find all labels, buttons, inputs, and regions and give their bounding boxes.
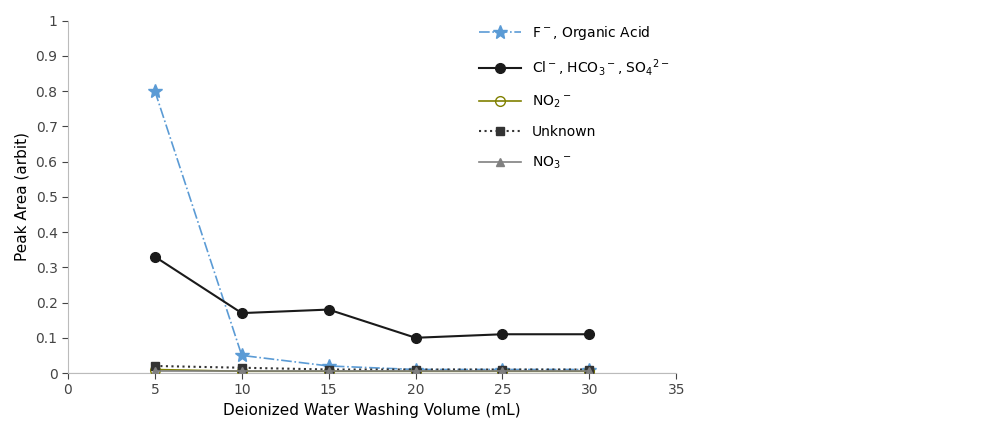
Line: Cl$^-$, HCO$_3$$^-$, SO$_4$$^{2-}$: Cl$^-$, HCO$_3$$^-$, SO$_4$$^{2-}$: [150, 252, 594, 343]
NO$_3$$^-$: [583, 368, 595, 374]
Unknown: [236, 365, 248, 370]
F$^-$, Organic Acid: [149, 88, 161, 94]
F$^-$, Organic Acid: [496, 367, 508, 372]
Unknown: [149, 363, 161, 368]
Cl$^-$, HCO$_3$$^-$, SO$_4$$^{2-}$: [410, 335, 422, 340]
Unknown: [583, 367, 595, 372]
Cl$^-$, HCO$_3$$^-$, SO$_4$$^{2-}$: [149, 254, 161, 259]
F$^-$, Organic Acid: [410, 367, 422, 372]
NO$_2$$^-$: [236, 368, 248, 374]
Cl$^-$, HCO$_3$$^-$, SO$_4$$^{2-}$: [236, 310, 248, 316]
Unknown: [323, 367, 335, 372]
NO$_3$$^-$: [496, 368, 508, 374]
Line: NO$_3$$^-$: NO$_3$$^-$: [151, 367, 594, 375]
F$^-$, Organic Acid: [236, 353, 248, 358]
NO$_3$$^-$: [410, 368, 422, 374]
F$^-$, Organic Acid: [323, 363, 335, 368]
NO$_3$$^-$: [149, 368, 161, 374]
Cl$^-$, HCO$_3$$^-$, SO$_4$$^{2-}$: [583, 332, 595, 337]
Legend: F$^-$, Organic Acid, Cl$^-$, HCO$_3$$^-$, SO$_4$$^{2-}$, NO$_2$$^-$, Unknown, NO: F$^-$, Organic Acid, Cl$^-$, HCO$_3$$^-$…: [479, 24, 669, 171]
NO$_3$$^-$: [236, 368, 248, 374]
Line: F$^-$, Organic Acid: F$^-$, Organic Acid: [148, 84, 596, 376]
Y-axis label: Peak Area (arbit): Peak Area (arbit): [15, 132, 30, 261]
NO$_3$$^-$: [323, 368, 335, 374]
Unknown: [496, 367, 508, 372]
X-axis label: Deionized Water Washing Volume (mL): Deionized Water Washing Volume (mL): [223, 403, 521, 418]
Cl$^-$, HCO$_3$$^-$, SO$_4$$^{2-}$: [496, 332, 508, 337]
NO$_2$$^-$: [496, 368, 508, 374]
NO$_2$$^-$: [323, 368, 335, 374]
Line: Unknown: Unknown: [151, 362, 594, 374]
NO$_2$$^-$: [583, 368, 595, 374]
F$^-$, Organic Acid: [583, 367, 595, 372]
NO$_2$$^-$: [410, 368, 422, 374]
NO$_2$$^-$: [149, 367, 161, 372]
Line: NO$_2$$^-$: NO$_2$$^-$: [150, 365, 594, 376]
Unknown: [410, 367, 422, 372]
Cl$^-$, HCO$_3$$^-$, SO$_4$$^{2-}$: [323, 307, 335, 312]
